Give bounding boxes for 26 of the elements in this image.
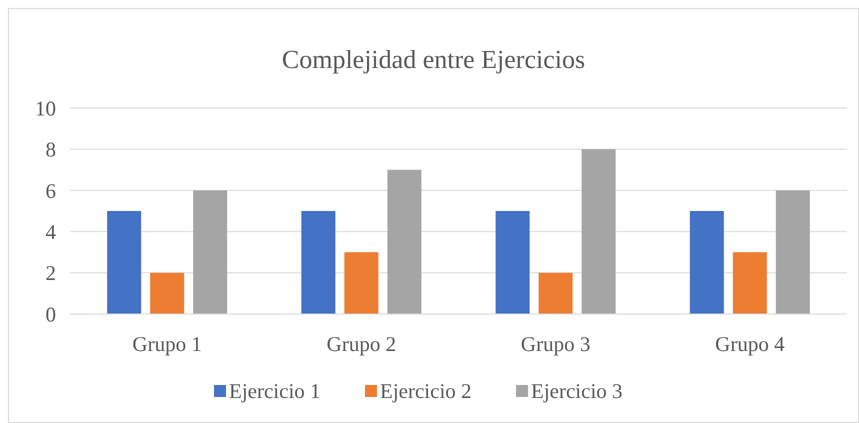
y-tick-label: 8 [46, 138, 56, 162]
x-tick-label: Grupo 2 [326, 332, 396, 356]
bar [344, 252, 378, 314]
x-tick-label: Grupo 1 [132, 332, 202, 356]
bar [301, 211, 336, 314]
bar [690, 211, 724, 314]
x-tick-label: Grupo 4 [715, 332, 786, 356]
bar [538, 272, 573, 314]
bar [732, 252, 767, 314]
y-tick-label: 4 [46, 220, 56, 244]
bar [387, 170, 422, 314]
legend-label: Ejercicio 3 [531, 379, 623, 403]
legend-label: Ejercicio 1 [229, 379, 321, 403]
y-tick-label: 10 [35, 96, 56, 120]
y-tick-label: 2 [46, 261, 56, 286]
bar [193, 190, 228, 314]
y-tick-label: 6 [46, 178, 56, 203]
bar [496, 211, 530, 314]
chart-title: Complejidad entre Ejercicios [282, 45, 586, 74]
bar [582, 149, 616, 314]
bar [107, 211, 142, 314]
x-tick-label: Grupo 3 [520, 332, 590, 356]
bar [150, 272, 184, 314]
bar [776, 190, 810, 314]
y-tick-label: 0 [46, 302, 56, 326]
legend-label: Ejercicio 2 [380, 379, 472, 403]
